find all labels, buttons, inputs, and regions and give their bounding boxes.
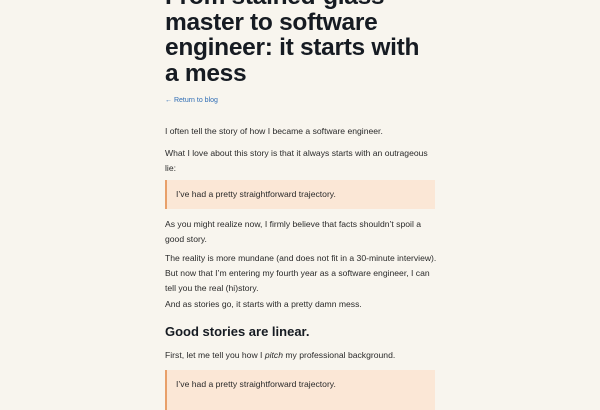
section-heading: Good stories are linear. [165, 324, 310, 339]
page: From stained-glass master to software en… [165, 0, 437, 410]
blockquote: I’ve had a pretty straightforward trajec… [165, 370, 435, 410]
text: First, let me tell you how I [165, 350, 265, 360]
paragraph: What I love about this story is that it … [165, 148, 428, 173]
blockquote: I’ve had a pretty straightforward trajec… [165, 180, 435, 209]
paragraph: As you might realize now, I firmly belie… [165, 219, 422, 244]
emphasis: pitch [264, 350, 283, 360]
paragraph: And as stories go, it starts with a pret… [165, 299, 362, 309]
paragraph: The reality is more mundane (and does no… [165, 253, 437, 293]
text: my professional background. [282, 350, 396, 360]
paragraph: First, let me tell you how I pitch my pr… [165, 348, 437, 363]
paragraph: I often tell the story of how I became a… [165, 126, 383, 136]
back-link[interactable]: ← Return to blog [165, 97, 218, 104]
post-title: From stained-glass master to software en… [165, 0, 420, 87]
